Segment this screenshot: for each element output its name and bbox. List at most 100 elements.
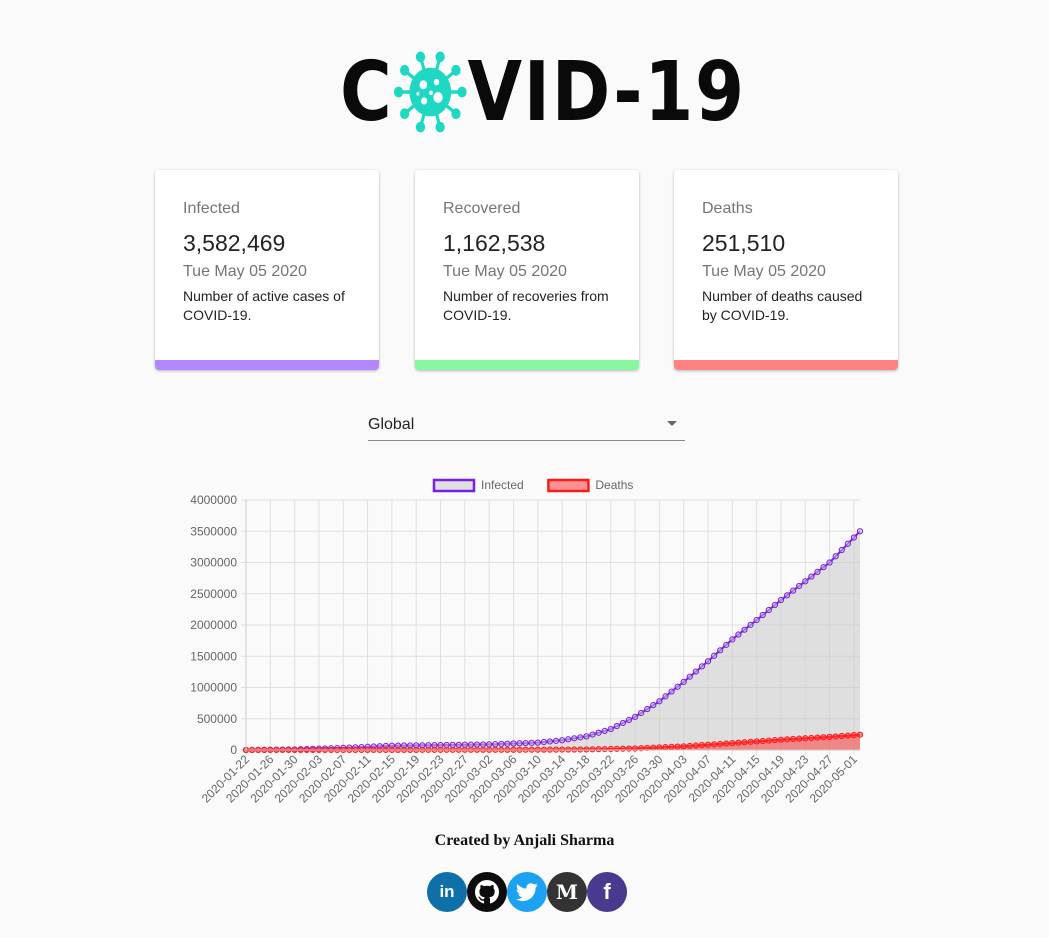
card-title: Deaths [702, 200, 753, 217]
data-point-deaths [832, 733, 839, 740]
card-color-bar [155, 360, 379, 370]
data-point-infected [625, 716, 633, 724]
data-point-deaths [850, 732, 858, 739]
data-point-infected [479, 741, 487, 748]
data-point-deaths [589, 746, 596, 753]
legend-label-infected: Infected [481, 478, 524, 492]
data-point-infected [461, 741, 468, 748]
virus-spike-tip [400, 108, 410, 120]
facebook-link[interactable]: f [587, 872, 627, 912]
data-point-infected [638, 709, 645, 717]
data-point-infected [559, 737, 566, 744]
data-point-infected [668, 688, 675, 695]
legend-swatch-deaths [547, 478, 590, 493]
data-point-infected [455, 741, 462, 748]
card-description: Number of recoveries from COVID-19. [443, 288, 609, 323]
data-point-deaths [783, 736, 791, 743]
data-point-infected [704, 658, 712, 665]
facebook-icon: f [603, 879, 611, 904]
linkedin-link[interactable]: in [427, 872, 467, 912]
data-point-infected [802, 578, 809, 585]
data-point-infected [844, 540, 851, 547]
github-icon [475, 880, 499, 904]
card-value: 3,582,469 [183, 230, 286, 256]
data-point-deaths [583, 746, 590, 753]
data-point-infected [790, 587, 797, 594]
data-point-deaths [844, 732, 851, 739]
data-point-deaths [619, 745, 627, 752]
data-point-infected [710, 652, 718, 659]
card-title: Infected [183, 200, 240, 217]
card-date: Tue May 05 2020 [702, 263, 826, 280]
legend-label-deaths: Deaths [595, 478, 633, 492]
virus-spike-tip [451, 64, 461, 76]
data-point-infected [473, 741, 481, 748]
data-point-deaths [692, 742, 699, 749]
data-point-infected [595, 729, 602, 736]
data-point-infected [467, 741, 475, 748]
data-point-infected [486, 741, 493, 748]
data-point-infected [777, 596, 785, 604]
data-point-infected [808, 573, 815, 580]
data-point-deaths [656, 744, 663, 751]
card-value: 251,510 [702, 230, 786, 256]
data-point-infected [783, 592, 791, 599]
data-point-deaths [668, 743, 675, 750]
data-point-infected [753, 616, 760, 624]
virus-spike-tip [451, 108, 461, 120]
data-point-deaths [741, 739, 748, 746]
data-point-infected [662, 693, 669, 700]
deaths-card: Deaths 251,510 Tue May 05 2020 Number of… [674, 170, 898, 370]
region-select[interactable]: Global [368, 410, 685, 441]
data-point-infected [850, 534, 858, 541]
data-point-infected [741, 626, 748, 633]
twitter-icon [516, 883, 538, 902]
data-point-deaths [796, 735, 803, 742]
card-description: Number of deaths caused by COVID-19. [702, 288, 863, 323]
virus-spike-tip [435, 51, 445, 63]
data-point-infected [826, 559, 833, 566]
cases-line-chart: 0 500000 1000000 1500000 2000000 2500000 30000… [190, 478, 864, 806]
data-point-deaths [704, 741, 712, 748]
data-point-deaths [674, 743, 681, 750]
card-value: 1,162,538 [443, 230, 546, 256]
data-point-deaths [735, 739, 742, 746]
data-point-infected [516, 740, 523, 747]
twitter-link[interactable] [507, 872, 547, 912]
data-point-infected [796, 582, 803, 590]
data-point-deaths [826, 733, 833, 740]
legend-swatch-infected [432, 478, 476, 493]
data-point-deaths [717, 740, 724, 748]
data-point-deaths [607, 745, 614, 753]
data-point-infected [504, 740, 511, 747]
data-point-infected [674, 683, 681, 690]
virus-spike-tip [416, 121, 426, 133]
region-select-value: Global [368, 416, 415, 433]
data-point-deaths [686, 742, 693, 750]
data-point-infected [820, 564, 827, 571]
virus-spike-tip [394, 86, 404, 98]
data-point-infected [759, 611, 766, 619]
data-point-infected [771, 601, 778, 609]
y-tick-label: 500000 [197, 712, 237, 726]
data-point-deaths [759, 737, 766, 745]
virus-spike-tip [400, 64, 410, 76]
medium-icon: M [555, 880, 579, 904]
data-point-infected [656, 698, 663, 705]
data-point-deaths [644, 744, 651, 752]
data-point-infected [510, 740, 517, 747]
data-point-infected [607, 725, 614, 733]
data-point-deaths [577, 746, 584, 753]
footer-credit: Created by Anjali Sharma [434, 832, 615, 849]
medium-link[interactable]: M [547, 872, 587, 912]
virus-spike-tip [416, 51, 426, 63]
data-point-infected [832, 553, 839, 560]
data-point-infected [698, 663, 706, 670]
data-point-infected [565, 736, 572, 743]
data-point-deaths [613, 745, 620, 752]
data-point-infected [534, 739, 541, 746]
data-point-infected [856, 528, 864, 535]
github-link[interactable] [467, 872, 507, 912]
data-point-infected [717, 647, 724, 654]
data-point-infected [449, 741, 456, 748]
